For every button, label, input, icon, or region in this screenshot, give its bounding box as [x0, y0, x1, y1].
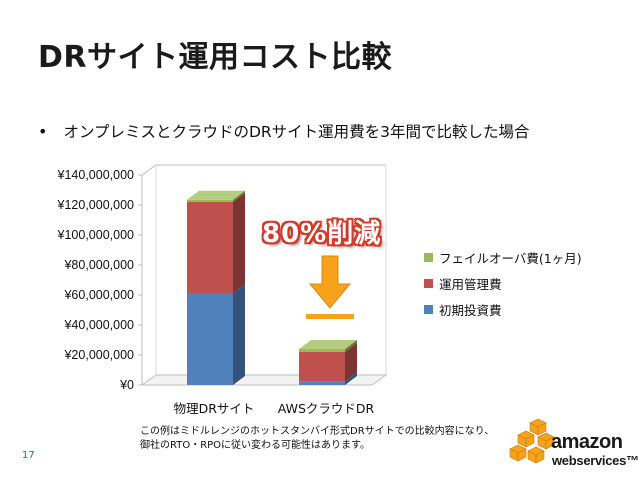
bar-1-segment-0	[299, 381, 345, 385]
bar-0-side-1	[233, 193, 245, 294]
slide-title: DRサイト運用コスト比較	[38, 40, 393, 75]
footnote: この例はミドルレンジのホットスタンバイ形式DRサイトでの比較内容になり、 御社の…	[140, 425, 494, 453]
x-category-label-1: AWSクラウドDR	[278, 401, 375, 416]
y-tick-label: ¥20,000,000	[63, 348, 134, 362]
legend-swatch-operation	[424, 278, 433, 288]
y-tick-label: ¥100,000,000	[57, 228, 135, 242]
y-tick-label: ¥80,000,000	[63, 258, 134, 272]
arrow-base-bar	[306, 314, 354, 319]
legend-label-failover: フェイルオーバ費(1ヶ月)	[439, 250, 582, 266]
legend-label-initial: 初期投資費	[439, 302, 502, 318]
y-tick-label: ¥40,000,000	[63, 318, 134, 332]
bar-0-segment-1	[187, 202, 233, 294]
chart-wall-outline	[141, 164, 386, 385]
bar-1-side-2	[345, 340, 357, 352]
legend-swatch-failover	[424, 252, 433, 262]
bar-0-segment-0	[187, 293, 233, 385]
bar-0-top	[187, 190, 245, 200]
aws-cubes-icon	[509, 418, 555, 464]
chart-legend: フェイルオーバ費(1ヶ月) 運用管理費 初期投資費	[424, 244, 582, 322]
bar-1-segment-2	[299, 349, 345, 352]
x-category-label-0: 物理DRサイト	[174, 401, 255, 416]
bar-1-side-1	[345, 343, 357, 382]
bar-1-top	[299, 340, 357, 349]
legend-swatch-initial	[424, 304, 433, 314]
page-number: 17	[22, 450, 35, 461]
aws-logo-webservices: webservices™	[552, 453, 638, 468]
bar-0-side-0	[233, 284, 245, 385]
footnote-line-2: 御社のRTO・RPOに従い変わる可能性はあります。	[140, 440, 371, 451]
bar-0-segment-2	[187, 199, 233, 202]
y-tick-label: ¥120,000,000	[57, 198, 135, 212]
legend-label-operation: 運用管理費	[439, 276, 502, 292]
bullet-point: • オンプレミスとクラウドのDRサイト運用費を3年間で比較した場合	[38, 120, 530, 142]
legend-item-initial: 初期投資費	[424, 296, 582, 322]
aws-logo-amazon: amazon	[551, 431, 623, 453]
legend-item-operation: 運用管理費	[424, 270, 582, 296]
bullet-dot-icon: •	[38, 121, 48, 141]
y-tick-label: ¥0	[119, 378, 134, 392]
y-tick-label: ¥60,000,000	[63, 288, 134, 302]
y-tick-label: ¥140,000,000	[57, 168, 135, 182]
bar-1-segment-1	[299, 352, 345, 382]
bar-0-side-2	[233, 190, 245, 202]
legend-item-failover: フェイルオーバ費(1ヶ月)	[424, 244, 582, 270]
down-arrow-icon	[308, 255, 352, 309]
footnote-line-1: この例はミドルレンジのホットスタンバイ形式DRサイトでの比較内容になり、	[140, 426, 495, 437]
bullet-text: オンプレミスとクラウドのDRサイト運用費を3年間で比較した場合	[63, 123, 530, 141]
reduction-callout: 80%削減	[262, 219, 382, 249]
bar-1-side-0	[345, 372, 357, 385]
